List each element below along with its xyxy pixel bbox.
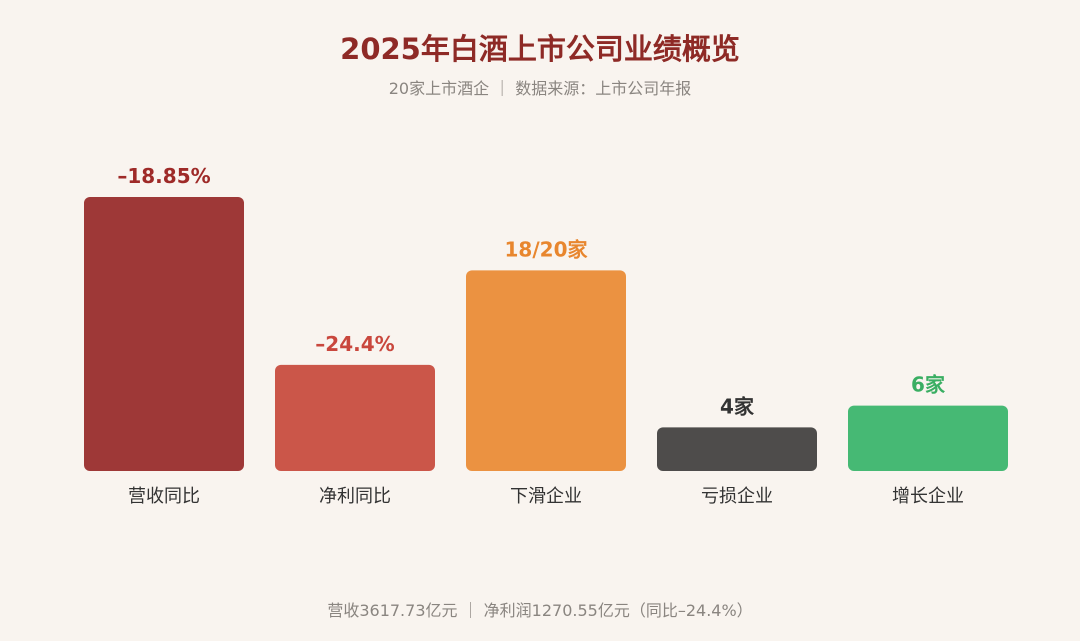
data-label-3: 18/20家 — [505, 237, 589, 261]
category-label-5: 增长企业 — [892, 486, 964, 507]
bar-5 — [848, 405, 1008, 471]
bar-3 — [466, 270, 626, 471]
data-label-5: 6家 — [911, 373, 946, 397]
category-label-1: 营收同比 — [128, 486, 200, 507]
category-label-3: 下滑企业 — [510, 486, 582, 507]
data-label-4: 4家 — [720, 394, 755, 418]
data-label-2: –24.4% — [315, 332, 394, 356]
chart-footer: 营收3617.73亿元 ｜ 净利润1270.55亿元（同比–24.4%） — [327, 601, 753, 620]
category-label-4: 亏损企业 — [701, 486, 773, 507]
bar-2 — [275, 364, 435, 471]
data-label-1: –18.85% — [117, 164, 210, 188]
chart-title: 2025年白酒上市公司业绩概览 — [340, 32, 740, 66]
category-label-2: 净利同比 — [319, 486, 391, 507]
chart-subtitle: 20家上市酒企 ｜ 数据来源：上市公司年报 — [388, 79, 692, 98]
bar-1 — [84, 197, 244, 471]
bar-4 — [657, 427, 817, 471]
